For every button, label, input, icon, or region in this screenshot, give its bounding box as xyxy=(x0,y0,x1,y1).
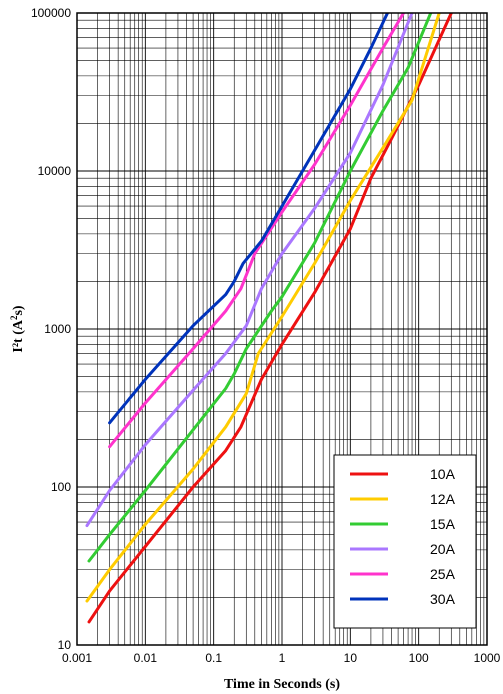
y-tick-label: 1000 xyxy=(44,322,71,336)
series-line-30A xyxy=(108,13,389,425)
legend: 10A 12A 15A 20A 25A 30A xyxy=(333,454,477,629)
y-tick-label: 100000 xyxy=(31,6,71,20)
y-axis-title-end: s) xyxy=(11,305,26,315)
x-axis-title: Time in Seconds (s) xyxy=(224,677,340,692)
legend-label-20A: 20A xyxy=(430,541,456,557)
series-line-20A xyxy=(85,13,414,528)
y-tick-label: 10000 xyxy=(38,164,72,178)
y-axis-title: I²t (A2s) xyxy=(9,305,26,353)
x-tick-label: 10 xyxy=(344,651,358,665)
plot-frame xyxy=(76,12,488,646)
x-tick-label: 0.001 xyxy=(62,651,92,665)
series-lines xyxy=(85,13,453,624)
legend-label-15A: 15A xyxy=(430,516,456,532)
legend-label-25A: 25A xyxy=(430,566,456,582)
x-tick-label: 100 xyxy=(409,651,429,665)
series-line-15A xyxy=(87,13,433,563)
x-tick-label: 0.1 xyxy=(205,651,222,665)
legend-label-10A: 10A xyxy=(430,466,456,482)
x-tick-label: 1 xyxy=(279,651,286,665)
x-tick-label: 0.01 xyxy=(134,651,158,665)
tick-labels: 0.001 0.01 0.1 1 10 100 1000 10 100 1000 10000 1000… xyxy=(31,6,501,665)
series-line-10A xyxy=(87,13,453,624)
y-axis-title-sup: 2 xyxy=(9,315,19,320)
legend-label-12A: 12A xyxy=(430,491,456,507)
legend-label-30A: 30A xyxy=(430,591,456,607)
x-tick-label: 1000 xyxy=(474,651,501,665)
y-axis-title-main: I²t (A xyxy=(11,319,26,352)
series-line-25A xyxy=(108,13,405,449)
y-tick-label: 100 xyxy=(51,480,71,494)
y-tick-label: 10 xyxy=(58,638,72,652)
series-line-12A xyxy=(85,13,441,603)
